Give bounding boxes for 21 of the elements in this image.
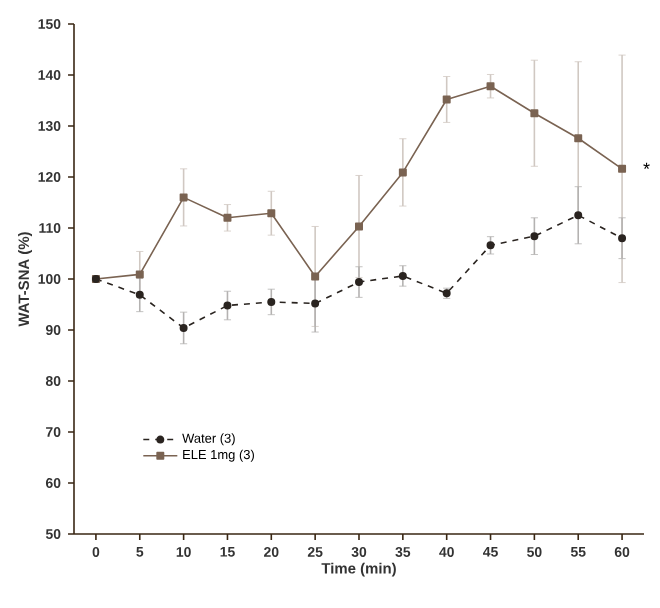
annotation: * [643,162,650,169]
point [223,301,232,310]
point [223,213,232,222]
point [618,234,627,243]
point [398,168,407,177]
point [267,297,276,306]
point [442,95,451,104]
point [267,209,276,218]
point [574,134,583,143]
point [179,323,188,332]
point [311,272,320,281]
point [179,193,188,202]
point [530,109,539,118]
point [355,222,363,231]
point [311,299,320,308]
point [135,290,144,299]
point [618,164,627,173]
point [486,241,495,250]
point [530,232,539,241]
point [398,271,407,280]
point [486,82,495,91]
